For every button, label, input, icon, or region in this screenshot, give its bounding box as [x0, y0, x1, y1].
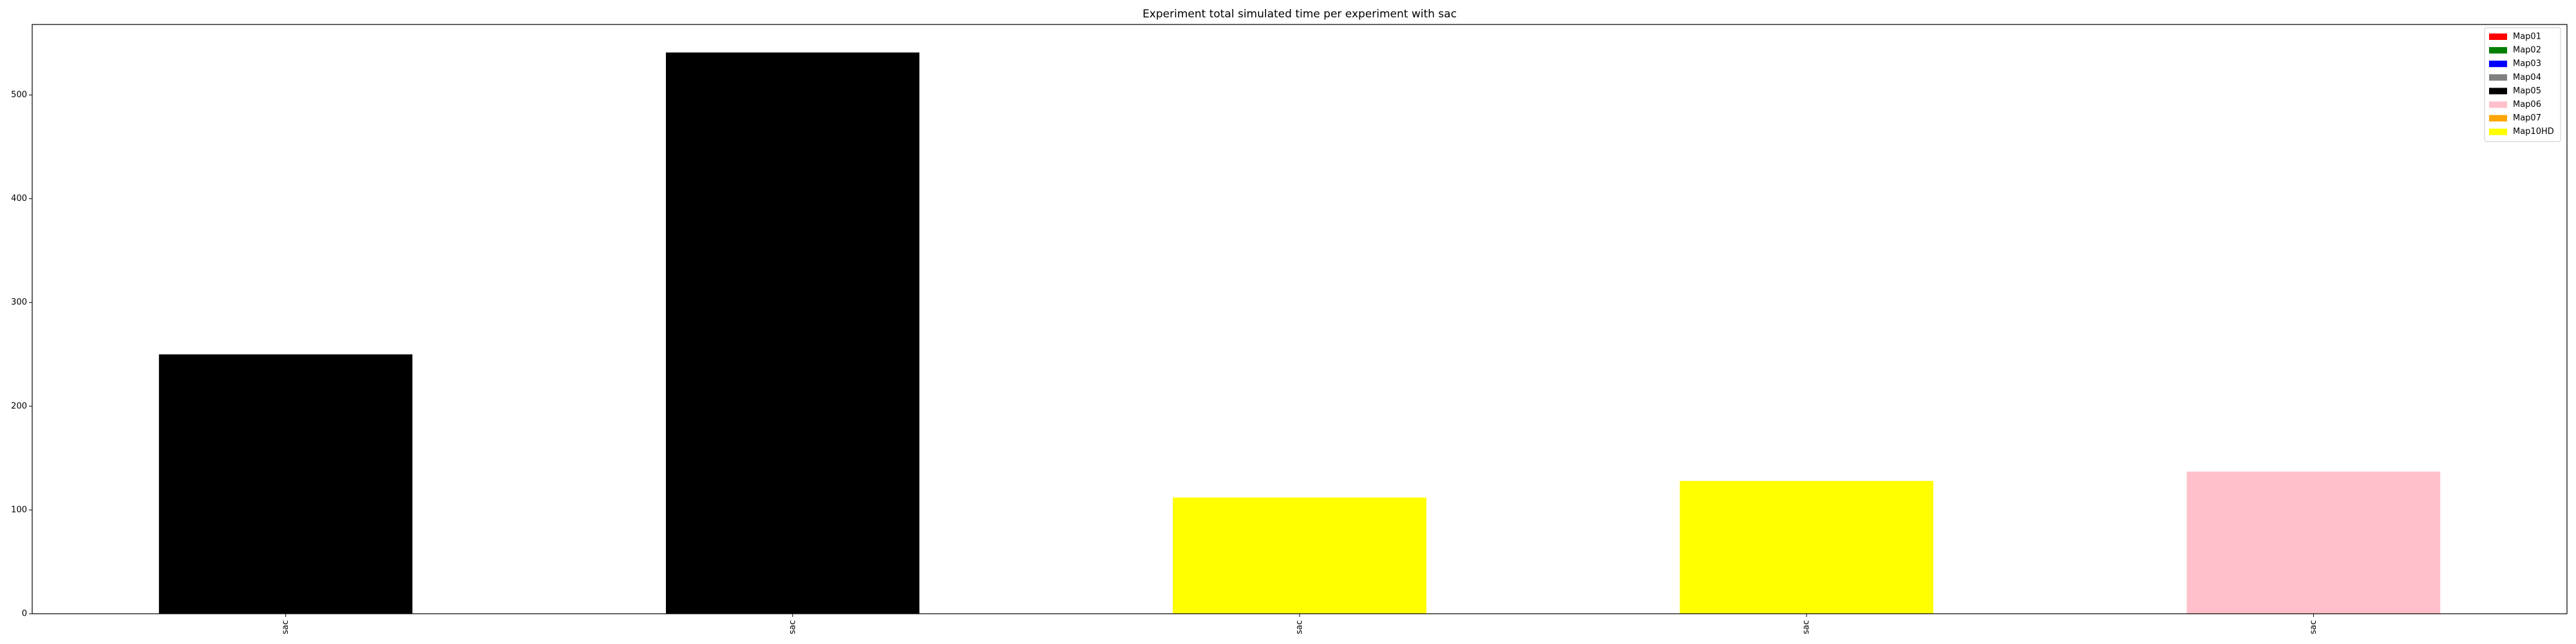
legend-swatch-map03: [2489, 61, 2507, 68]
legend-label-map03: Map03: [2513, 59, 2541, 69]
legend: Map01 Map02 Map03 Map04 Map05 Map06 Map07 Map10…: [2484, 27, 2561, 142]
legend-label-map04: Map04: [2513, 73, 2541, 82]
bar-0: [158, 354, 413, 614]
y-axis: 0 100 200 300 400 500: [11, 90, 32, 619]
legend-swatch-map10hd: [2489, 128, 2507, 135]
legend-box: [2484, 27, 2561, 142]
legend-label-map02: Map02: [2513, 46, 2541, 55]
legend-label-map06: Map06: [2513, 100, 2541, 109]
y-tick-label-0: 0: [22, 609, 27, 619]
chart-title: Experiment total simulated time per expe…: [1142, 8, 1457, 21]
legend-label-map05: Map05: [2513, 86, 2541, 96]
legend-swatch-map05: [2489, 88, 2507, 95]
bar-4: [2186, 471, 2441, 614]
x-tick-label-2: sac: [1295, 620, 1305, 634]
bar-1: [666, 52, 920, 614]
legend-swatch-map01: [2489, 33, 2507, 40]
x-tick-label-1: sac: [788, 620, 797, 634]
x-axis: sac sac sac sac sac: [281, 614, 2318, 634]
y-tick-label-3: 300: [11, 298, 27, 307]
x-tick-label-0: sac: [281, 620, 290, 634]
legend-swatch-map02: [2489, 47, 2507, 54]
bar-3: [1680, 480, 1933, 614]
y-tick-label-5: 500: [11, 90, 27, 100]
x-tick-label-3: sac: [1802, 620, 1812, 634]
y-tick-label-1: 100: [11, 505, 27, 515]
y-tick-label-4: 400: [11, 194, 27, 204]
legend-swatch-map04: [2489, 74, 2507, 81]
legend-label-map01: Map01: [2513, 32, 2541, 42]
legend-swatch-map06: [2489, 101, 2507, 108]
x-tick-label-4: sac: [2309, 620, 2318, 634]
legend-label-map07: Map07: [2513, 113, 2541, 123]
legend-swatch-map07: [2489, 115, 2507, 122]
bar-2: [1173, 497, 1426, 614]
y-tick-label-2: 200: [11, 401, 27, 411]
bars: [158, 52, 2441, 614]
legend-label-map10hd: Map10HD: [2513, 127, 2554, 137]
